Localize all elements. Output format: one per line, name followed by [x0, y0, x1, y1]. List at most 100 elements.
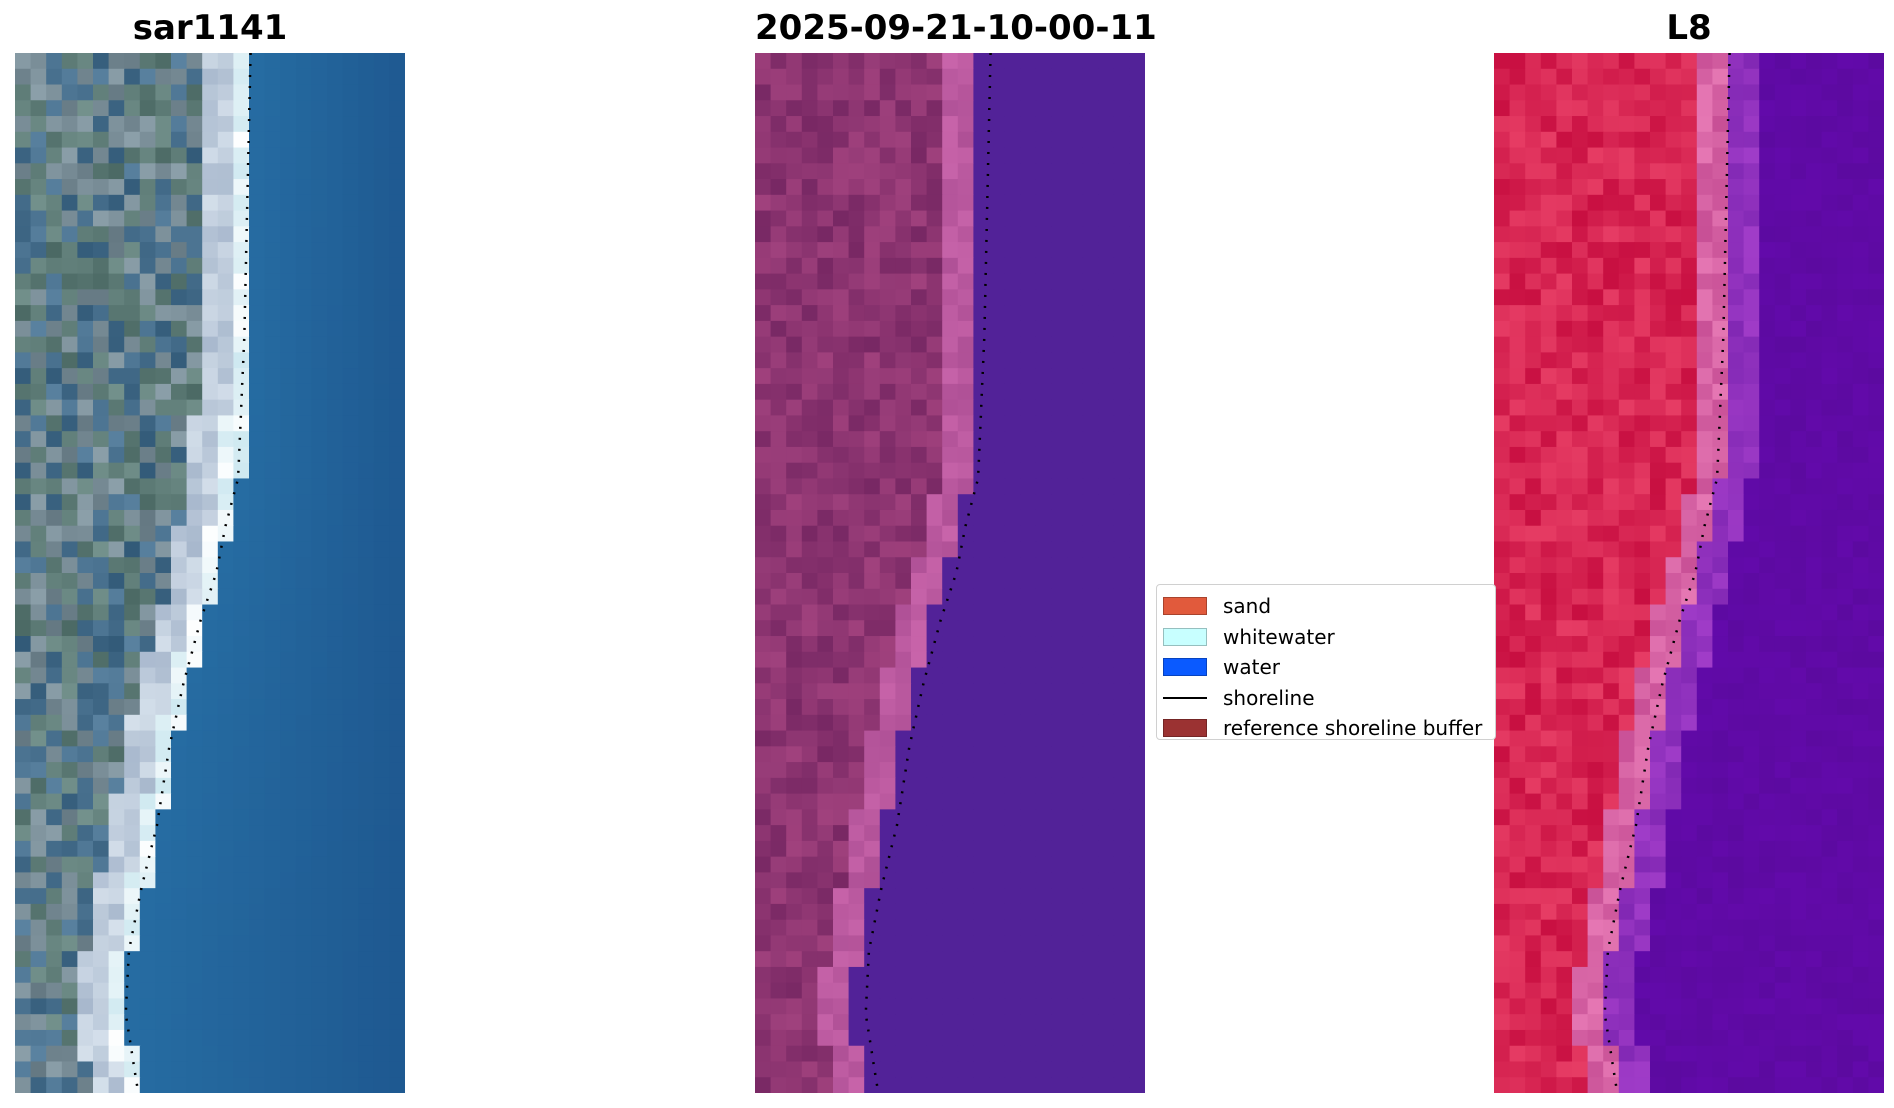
image-pixel [1759, 509, 1776, 527]
image-pixel [1634, 872, 1651, 889]
image-pixel [77, 762, 94, 779]
image-pixel [770, 793, 787, 810]
image-pixel [295, 320, 312, 338]
image-pixel [770, 368, 787, 385]
image-pixel [1035, 1061, 1052, 1078]
image-pixel [1572, 730, 1589, 747]
image-pixel [1790, 888, 1807, 905]
image-pixel [311, 919, 328, 937]
image-pixel [30, 383, 47, 401]
image-pixel [1113, 541, 1130, 558]
image-pixel [1618, 919, 1635, 937]
image-pixel [942, 935, 959, 952]
image-pixel [186, 494, 203, 511]
image-pixel [879, 856, 896, 873]
image-pixel [1852, 966, 1869, 984]
image-pixel [989, 494, 1006, 511]
image-pixel [1681, 462, 1698, 480]
image-pixel [139, 68, 156, 86]
image-pixel [942, 147, 959, 164]
image-pixel [1540, 131, 1557, 149]
image-pixel [1806, 131, 1823, 149]
image-pixel [342, 651, 359, 669]
image-pixel [848, 730, 865, 747]
image-pixel [358, 84, 375, 101]
image-pixel [1821, 588, 1838, 606]
image-pixel [30, 131, 47, 149]
image-pixel [1572, 257, 1589, 275]
image-pixel [373, 998, 390, 1015]
image-pixel [1051, 730, 1068, 747]
image-pixel [171, 746, 188, 763]
image-pixel [1494, 699, 1511, 716]
image-pixel [217, 320, 234, 338]
image-pixel [1728, 478, 1745, 495]
image-pixel [1129, 226, 1145, 243]
image-pixel [879, 746, 896, 763]
image-pixel [1509, 919, 1526, 937]
image-pixel [1728, 919, 1745, 937]
image-pixel [1603, 982, 1620, 1000]
image-pixel [1572, 53, 1589, 70]
image-pixel [1525, 494, 1542, 511]
image-pixel [124, 179, 141, 196]
image-pixel [1696, 541, 1713, 558]
image-pixel [1743, 699, 1760, 716]
image-pixel [1712, 100, 1729, 117]
image-pixel [911, 951, 928, 968]
image-pixel [202, 163, 219, 180]
image-pixel [1712, 1045, 1729, 1063]
image-pixel [373, 746, 390, 763]
image-pixel [770, 573, 787, 590]
image-pixel [1113, 210, 1130, 227]
image-pixel [1494, 352, 1511, 369]
image-pixel [989, 1077, 1006, 1093]
image-pixel [1113, 573, 1130, 590]
image-pixel [1774, 163, 1791, 180]
image-pixel [1556, 667, 1573, 684]
image-pixel [973, 525, 990, 543]
image-pixel [61, 998, 78, 1015]
image-pixel [1665, 604, 1682, 621]
image-pixel [373, 352, 390, 369]
image-pixel [93, 1077, 110, 1093]
image-pixel [77, 777, 94, 795]
image-pixel [1540, 431, 1557, 448]
image-pixel [1821, 1045, 1838, 1063]
image-pixel [817, 541, 834, 558]
image-pixel [15, 604, 32, 621]
image-pixel [217, 131, 234, 149]
image-pixel [249, 699, 266, 716]
image-pixel [1587, 289, 1604, 306]
image-pixel [217, 163, 234, 180]
image-pixel [755, 273, 772, 290]
image-pixel [186, 194, 203, 212]
image-pixel [911, 762, 928, 779]
image-pixel [942, 305, 959, 322]
image-pixel [1650, 856, 1667, 873]
image-pixel [202, 116, 219, 133]
image-pixel [1852, 305, 1869, 322]
image-pixel [108, 651, 125, 669]
image-pixel [801, 620, 818, 637]
image-pixel [833, 462, 850, 480]
image-pixel [1004, 194, 1021, 212]
image-pixel [1821, 509, 1838, 527]
image-pixel [864, 604, 881, 621]
image-pixel [1035, 100, 1052, 117]
image-pixel [1035, 320, 1052, 338]
image-pixel [833, 478, 850, 495]
image-pixel [973, 825, 990, 842]
image-pixel [1035, 415, 1052, 432]
image-pixel [124, 777, 141, 795]
image-pixel [1035, 541, 1052, 558]
image-pixel [30, 919, 47, 937]
image-pixel [1650, 336, 1667, 353]
image-pixel [1821, 368, 1838, 385]
image-pixel [879, 273, 896, 290]
image-pixel [973, 1014, 990, 1031]
image-pixel [1712, 368, 1729, 385]
image-pixel [1774, 620, 1791, 637]
image-pixel [171, 368, 188, 385]
image-pixel [1525, 336, 1542, 353]
